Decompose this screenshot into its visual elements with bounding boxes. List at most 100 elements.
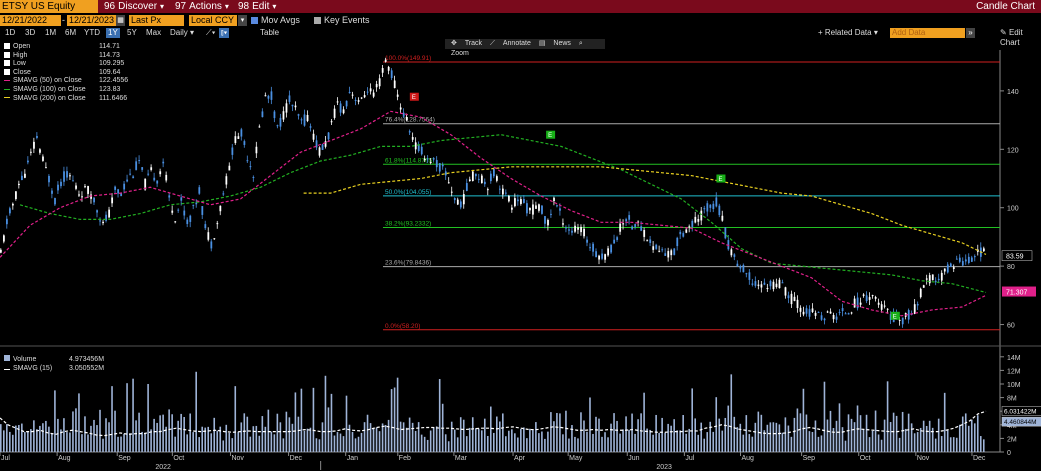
candle — [255, 146, 258, 154]
related-data-button[interactable]: + Related Data ▾ — [818, 28, 878, 37]
table-button[interactable]: Table — [260, 28, 280, 37]
period-6m[interactable]: 6M — [65, 28, 77, 37]
candle — [715, 197, 718, 207]
candle — [841, 308, 844, 312]
period-1m[interactable]: 1M — [45, 28, 57, 37]
candle — [871, 295, 874, 297]
key-events-toggle[interactable]: Key Events — [314, 14, 370, 27]
candle — [318, 147, 321, 156]
annotate-tool[interactable]: ⟋ Annotate — [490, 40, 531, 47]
candle — [339, 103, 342, 113]
candle — [571, 230, 573, 233]
volume-bar — [213, 417, 216, 452]
volume-bar — [793, 417, 796, 452]
candle — [862, 294, 865, 296]
candle — [393, 80, 396, 89]
add-data-input[interactable]: Add Data — [890, 28, 965, 38]
candle — [919, 288, 922, 298]
volume-bar — [243, 413, 246, 452]
period-max[interactable]: Max — [146, 28, 162, 37]
candle — [45, 167, 47, 169]
volume-bar — [486, 435, 489, 452]
end-date-field[interactable]: 12/21/2023 — [67, 15, 125, 26]
candle — [613, 239, 616, 244]
period-5y[interactable]: 5Y — [127, 28, 137, 37]
candle — [57, 184, 59, 191]
candle — [949, 263, 952, 267]
candle — [471, 171, 474, 182]
edit-menu[interactable]: 98 Edit ▾ — [238, 0, 276, 13]
candle — [694, 216, 697, 223]
volume-bar — [174, 436, 176, 452]
currency-select[interactable]: Local CCY — [189, 15, 237, 26]
volume-bar — [598, 418, 600, 452]
discover-menu[interactable]: 96 Discover ▾ — [104, 0, 164, 13]
news-tool[interactable]: ▤ News — [538, 40, 571, 47]
line-chart-icon[interactable]: ⟋▾ — [206, 28, 216, 37]
edit-chart-button[interactable]: ✎ Edit Chart — [1000, 28, 1023, 47]
ticker-field[interactable]: ETSY US Equity — [0, 0, 98, 13]
candle — [132, 176, 135, 179]
volume-bar — [538, 433, 540, 452]
candle — [820, 315, 823, 320]
candle — [450, 191, 453, 193]
volume-bar — [664, 432, 666, 452]
volume-bar — [895, 415, 898, 452]
volume-bar — [303, 430, 306, 452]
candle-chart-icon[interactable]: ⫾▾ — [219, 28, 230, 38]
zoom-tool[interactable]: ⌕ Zoom — [451, 40, 583, 57]
volume-bar — [523, 427, 525, 452]
calendar-icon[interactable]: ▦ — [116, 15, 125, 26]
candle — [742, 264, 745, 273]
candle — [204, 224, 207, 229]
candle — [432, 158, 435, 160]
legend-open: Open 114.71 — [4, 43, 134, 52]
chevron-double-right-icon[interactable]: » — [966, 28, 975, 38]
period-1y[interactable]: 1Y — [106, 28, 120, 38]
candle — [790, 293, 793, 305]
candle — [811, 308, 814, 313]
volume-bar — [210, 433, 213, 452]
price-field-select[interactable]: Last Px — [129, 15, 184, 26]
mov-avgs-toggle[interactable]: Mov Avgs — [251, 14, 300, 27]
period-ytd[interactable]: YTD — [84, 28, 100, 37]
candle — [547, 219, 549, 226]
volume-bar — [634, 433, 636, 452]
volume-bar — [514, 433, 516, 452]
volume-bar — [87, 434, 89, 452]
legend-label: SMAVG (15) — [13, 365, 53, 372]
volume-bar — [886, 381, 889, 452]
candle — [126, 179, 129, 182]
candle — [225, 176, 228, 185]
volume-bar — [78, 393, 80, 452]
candle — [799, 307, 802, 312]
volume-bar — [850, 418, 853, 452]
volume-bar — [339, 433, 342, 452]
volume-bar — [267, 409, 270, 452]
candle — [901, 317, 904, 325]
candle — [760, 284, 763, 288]
chevron-down-icon[interactable]: ▾ — [238, 15, 247, 26]
actions-menu[interactable]: 97 Actions ▾ — [175, 0, 229, 13]
fib-level-label: 38.2%(93.2332) — [385, 220, 431, 227]
volume-bar — [751, 436, 754, 452]
track-tool[interactable]: ✥ Track — [451, 40, 483, 47]
volume-bar — [129, 433, 131, 452]
volume-bar — [694, 418, 696, 452]
volume-bar — [453, 429, 456, 452]
period-3d[interactable]: 3D — [25, 28, 36, 37]
period-1d[interactable]: 1D — [5, 28, 16, 37]
volume-bar — [189, 413, 191, 452]
candle — [796, 299, 799, 309]
volume-bar — [892, 412, 895, 452]
candle — [556, 205, 558, 207]
legend-swatch — [4, 97, 10, 99]
candle — [189, 215, 192, 222]
candle — [610, 244, 613, 253]
volume-bar — [12, 434, 14, 452]
frequency-select[interactable]: Daily ▾ — [170, 28, 195, 37]
start-date-field[interactable]: 12/21/2022 — [0, 15, 61, 26]
volume-bar — [426, 439, 429, 452]
volume-bar — [417, 422, 420, 452]
